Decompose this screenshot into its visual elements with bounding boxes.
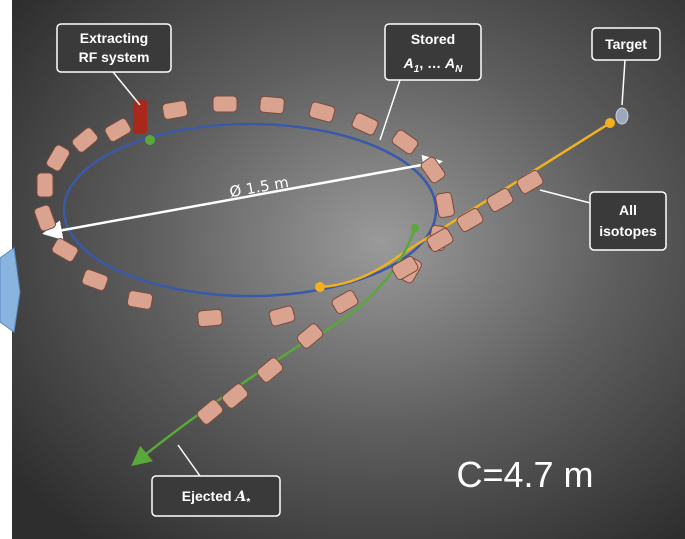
circumference-label: C=4.7 m (456, 454, 593, 495)
rf-point (145, 135, 155, 145)
target-point (605, 118, 615, 128)
diagram: Ø 1.5 m Extracting RF system Stored A1, … (0, 0, 685, 539)
magnet (127, 290, 153, 310)
label: Target (605, 36, 647, 52)
magnet (197, 309, 222, 327)
injection-point (315, 282, 325, 292)
label: RF system (79, 49, 150, 65)
label: Extracting (80, 30, 148, 46)
label: All (619, 202, 637, 218)
callout-box (590, 192, 666, 250)
magnet (162, 100, 188, 120)
label: isotopes (599, 223, 657, 239)
magnet (37, 173, 53, 197)
magnet (259, 96, 284, 114)
magnet (213, 96, 237, 112)
extraction-point (411, 224, 419, 232)
label: Stored (411, 31, 455, 47)
rf-system (133, 100, 147, 134)
target (616, 108, 628, 124)
magnet (435, 192, 455, 218)
